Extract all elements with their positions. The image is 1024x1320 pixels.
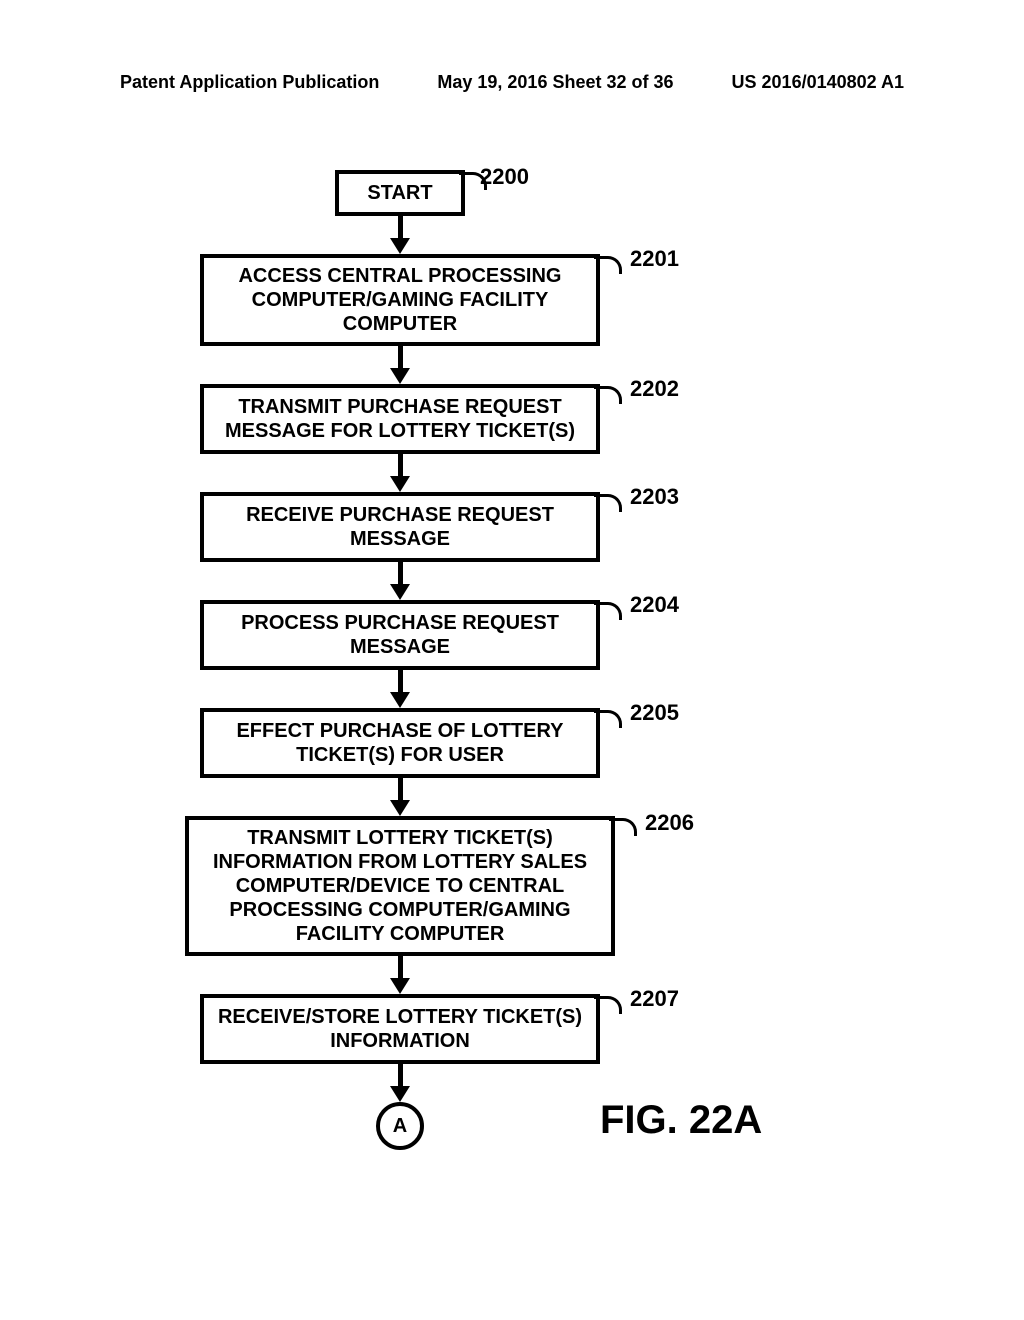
arrow-head-icon	[390, 692, 410, 708]
leader-line	[594, 494, 622, 512]
arrow-head-icon	[390, 476, 410, 492]
flow-node-2200: START	[335, 170, 465, 216]
arrow-head-icon	[390, 1086, 410, 1102]
flow-node-2203: RECEIVE PURCHASE REQUEST MESSAGE	[200, 492, 600, 562]
leader-line	[609, 818, 637, 836]
leader-line	[594, 386, 622, 404]
figure-label: FIG. 22A	[600, 1098, 762, 1143]
leader-line	[594, 602, 622, 620]
ref-label-2201: 2201	[630, 246, 679, 272]
flow-arrow	[398, 454, 403, 478]
flow-node-2206: TRANSMIT LOTTERY TICKET(S) INFORMATION F…	[185, 816, 615, 956]
flow-arrow	[398, 346, 403, 370]
arrow-head-icon	[390, 238, 410, 254]
arrow-head-icon	[390, 368, 410, 384]
header-center: May 19, 2016 Sheet 32 of 36	[437, 72, 673, 93]
flow-arrow	[398, 562, 403, 586]
flow-node-2204: PROCESS PURCHASE REQUEST MESSAGE	[200, 600, 600, 670]
flow-arrow	[398, 1064, 403, 1088]
flow-arrow	[398, 956, 403, 980]
flow-arrow	[398, 216, 403, 240]
leader-line	[594, 256, 622, 274]
arrow-head-icon	[390, 978, 410, 994]
flow-node-2201: ACCESS CENTRAL PROCESSING COMPUTER/GAMIN…	[200, 254, 600, 346]
header: Patent Application Publication May 19, 2…	[0, 72, 1024, 93]
ref-label-2204: 2204	[630, 592, 679, 618]
ref-label-2202: 2202	[630, 376, 679, 402]
leader-line	[594, 996, 622, 1014]
flow-node-2207: RECEIVE/STORE LOTTERY TICKET(S) INFORMAT…	[200, 994, 600, 1064]
ref-label-2205: 2205	[630, 700, 679, 726]
flow-arrow	[398, 670, 403, 694]
arrow-head-icon	[390, 584, 410, 600]
leader-line	[594, 710, 622, 728]
flow-node-2205: EFFECT PURCHASE OF LOTTERY TICKET(S) FOR…	[200, 708, 600, 778]
header-left: Patent Application Publication	[120, 72, 379, 93]
flow-node-2202: TRANSMIT PURCHASE REQUEST MESSAGE FOR LO…	[200, 384, 600, 454]
header-right: US 2016/0140802 A1	[732, 72, 904, 93]
arrow-head-icon	[390, 800, 410, 816]
ref-label-2206: 2206	[645, 810, 694, 836]
ref-label-2203: 2203	[630, 484, 679, 510]
ref-label-2200: 2200	[480, 164, 529, 190]
connector-a: A	[376, 1102, 424, 1150]
ref-label-2207: 2207	[630, 986, 679, 1012]
flow-arrow	[398, 778, 403, 802]
page: Patent Application Publication May 19, 2…	[0, 0, 1024, 1320]
